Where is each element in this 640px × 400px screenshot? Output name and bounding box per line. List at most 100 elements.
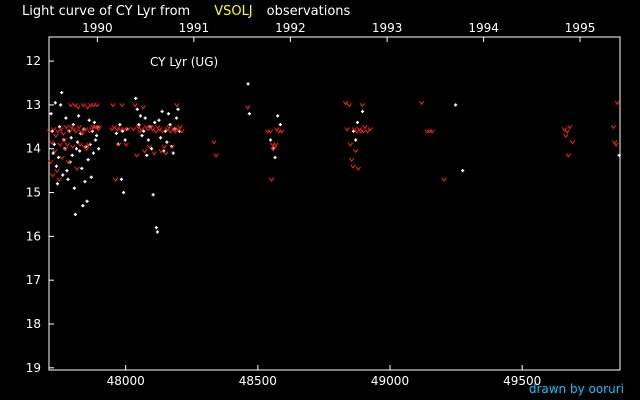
fainter-than-point [51,127,57,132]
fainter-than-point [116,142,122,147]
data-point [93,138,98,142]
fainter-than-point [367,127,373,132]
fainter-than-point [132,103,138,108]
fainter-than-point [362,124,368,130]
star-label: CY Lyr (UG) [150,55,218,69]
fainter-than-point [54,168,60,174]
fainter-than-point [109,127,115,132]
fainter-than-point [74,166,80,171]
fainter-than-point [564,129,570,134]
data-point [360,109,365,114]
fainter-than-point [62,146,69,152]
year-tick-label: 1994 [468,21,499,35]
data-point [355,120,360,125]
fainter-than-point [344,127,350,132]
y-tick-label: 14 [26,142,41,156]
y-tick-label: 18 [26,317,41,331]
fainter-than-point [80,103,86,108]
fainter-than-point [351,127,357,132]
fainter-than-point [561,127,568,132]
x-tick-label: 49500 [503,374,541,388]
y-tick-label: 15 [26,186,41,200]
data-point [70,153,74,157]
fainter-than-point [75,105,81,110]
fainter-than-point [84,105,91,110]
fainter-than-point [73,129,79,134]
fainter-than-point [441,177,447,182]
fainter-than-point [360,129,367,134]
fainter-than-point [211,140,217,145]
fainter-than-point [61,138,67,143]
fainter-than-point [79,131,85,136]
fainter-than-point [65,159,72,165]
fainter-than-point [47,159,54,165]
data-point [160,109,164,114]
credit-text: drawn by ooruri [528,382,624,396]
year-tick-label: 1990 [82,21,113,35]
fainter-than-point [53,133,59,139]
data-point [72,186,76,190]
fainter-than-point [63,124,70,130]
data-point [157,118,161,122]
fainter-than-point [52,149,58,154]
data-point [49,112,53,116]
fainter-than-point [138,127,145,132]
fainter-than-point [83,146,90,152]
fainter-than-point [347,142,353,147]
data-point [87,118,91,122]
fainter-than-point [57,142,63,147]
fainter-than-point [55,129,61,134]
fainter-than-point [614,100,620,106]
fainter-than-point [273,142,279,147]
data-point [118,123,122,127]
data-point [137,123,141,127]
fainter-than-point [110,103,116,108]
data-point [53,101,57,105]
fainter-than-point [151,151,157,156]
data-point [158,136,163,140]
data-point [56,155,61,160]
data-point [114,131,119,135]
data-point [276,114,280,118]
y-tick-label: 19 [26,361,41,375]
fainter-than-point [58,127,64,132]
fainter-than-point [46,129,53,134]
data-point [617,153,621,157]
y-axis: 12 13 14 15 16 17 18 19 [26,54,54,375]
year-tick-label: 1991 [179,21,210,35]
fainter-than-point [113,177,119,182]
fainter-than-point [167,129,174,134]
data-point [69,136,73,140]
data-point [80,166,84,171]
fainter-than-point [119,103,125,108]
x-tick-label: 49000 [371,374,409,388]
fainter-than-point [274,127,280,132]
data-point [123,138,127,142]
data-point [166,112,171,116]
y-tick-label: 17 [26,273,41,287]
fainter-than-point [145,127,151,132]
fainter-than-point [117,127,123,132]
fainter-than-point [172,129,178,134]
data-point [138,114,143,118]
fainter-than-point [78,129,84,134]
x-tick-label: 48000 [107,374,145,388]
fainter-than-point [92,124,98,130]
fainter-than-point [68,103,74,108]
fainter-than-point [161,144,167,150]
fainter-than-point [94,103,100,108]
data-point [149,147,154,151]
fainter-than-point [419,100,425,106]
fainter-than-point [354,129,360,134]
fainter-than-point [610,124,617,130]
fainter-than-point [349,157,355,163]
data-point [174,116,179,120]
data-point [81,204,85,208]
fainter-than-point [150,127,156,132]
fainter-than-point [70,144,76,150]
data-point [153,120,157,125]
data-point [65,169,69,173]
title-suffix: observations [266,4,351,19]
fainter-than-point [353,149,359,154]
